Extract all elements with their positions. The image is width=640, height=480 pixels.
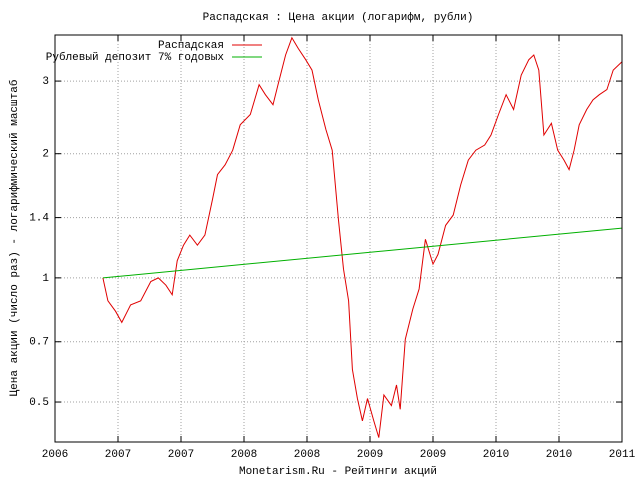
legend-label: Рублевый депозит 7% годовых [46, 51, 225, 64]
x-tick-label: 2010 [483, 449, 509, 461]
y-tick-label: 2 [42, 149, 49, 161]
chart-title: Распадская : Цена акции (логарифм, рубли… [203, 11, 474, 24]
x-tick-label: 2011 [609, 449, 636, 461]
x-tick-label: 2008 [231, 449, 257, 461]
x-tick-label: 2008 [294, 449, 320, 461]
series-line [102, 227, 623, 279]
x-tick-label: 2009 [420, 449, 446, 461]
y-tick-label: 1 [42, 273, 49, 285]
y-tick-label: 0.7 [29, 337, 49, 349]
x-tick-label: 2007 [168, 449, 194, 461]
x-tick-label: 2007 [105, 449, 131, 461]
y-tick-label: 0.5 [29, 397, 49, 409]
x-tick-label: 2010 [546, 449, 572, 461]
y-axis-label: Цена акции (число раз) - логарифмический… [8, 80, 21, 397]
x-tick-label: 2009 [357, 449, 383, 461]
series-line [102, 36, 623, 438]
x-tick-label: 2006 [42, 449, 68, 461]
y-tick-label: 3 [42, 76, 49, 88]
plot-frame [54, 34, 623, 443]
y-tick-label: 1.4 [29, 213, 49, 225]
legend-label: Распадская [158, 40, 224, 52]
x-axis-label: Monetarism.Ru - Рейтинги акций [239, 466, 437, 478]
